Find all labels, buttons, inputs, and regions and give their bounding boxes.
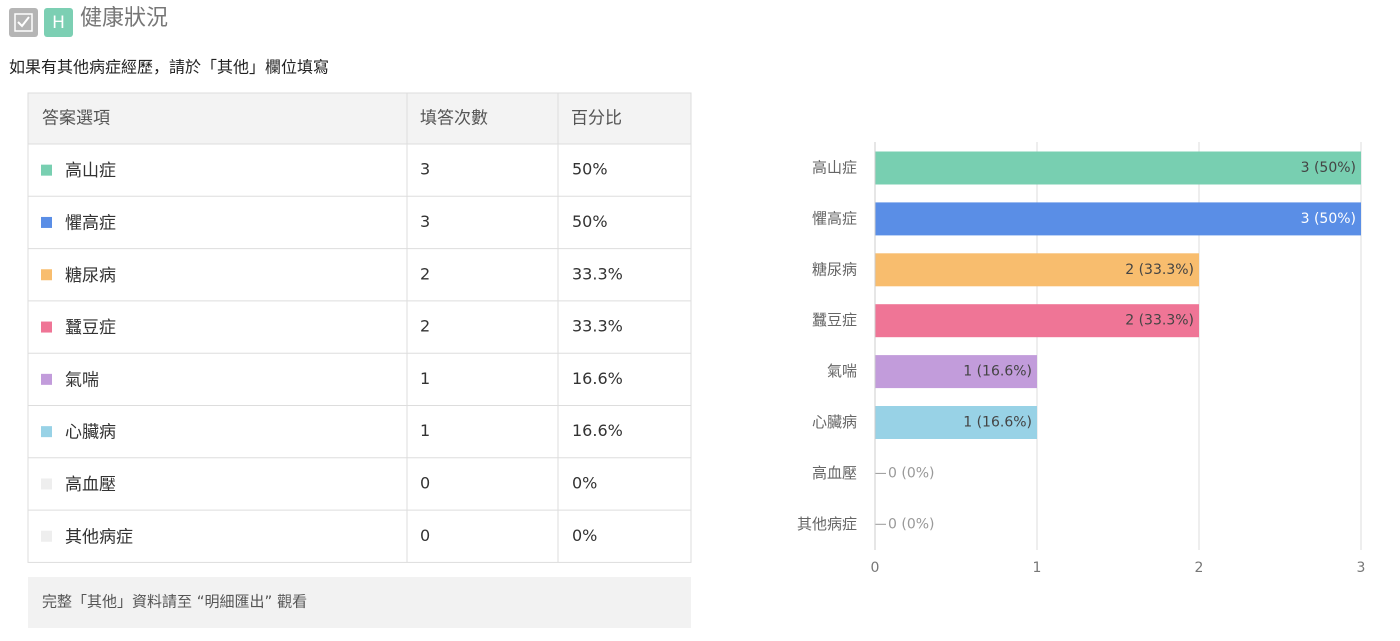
type-badge-text: H (52, 13, 65, 33)
response-count: 2 (420, 264, 430, 283)
checkbox-frame (14, 13, 33, 32)
percentage: 33.3% (572, 264, 623, 283)
question-title: 健康狀況 (80, 6, 168, 31)
response-count: 3 (420, 160, 430, 179)
y-tick-label: 高血壓 (812, 464, 857, 482)
percentage: 0% (572, 526, 597, 545)
color-swatch (41, 216, 52, 228)
response-count: 1 (420, 369, 430, 388)
table-header-bg (27, 92, 692, 145)
color-swatch (41, 530, 52, 542)
data-label: 0 (0%) (888, 516, 935, 532)
y-tick-label: 氣喘 (827, 362, 857, 380)
y-tick-label: 高山症 (812, 159, 857, 177)
data-label: 3 (50%) (1301, 211, 1356, 227)
answer-option: 高山症 (65, 161, 116, 181)
percentage: 50% (572, 212, 608, 231)
data-label: 1 (16.6%) (963, 415, 1032, 431)
response-count: 3 (420, 212, 430, 231)
answer-option: 其他病症 (65, 527, 133, 547)
y-tick-label: 懼高症 (812, 209, 857, 227)
bar (875, 151, 1361, 185)
color-swatch (41, 426, 52, 438)
question-subtitle: 如果有其他病症經歷，請於「其他」欄位填寫 (9, 58, 329, 77)
type-badge (44, 8, 73, 37)
percentage: 33.3% (572, 317, 623, 336)
response-count: 2 (420, 317, 430, 336)
response-count: 0 (420, 526, 430, 545)
footer-box (28, 577, 691, 628)
percentage: 0% (572, 473, 597, 492)
bar (875, 202, 1361, 236)
response-count: 1 (420, 421, 430, 440)
color-swatch (41, 373, 52, 385)
response-count: 0 (420, 473, 430, 492)
x-tick-label: 3 (1357, 560, 1366, 576)
check-mark (17, 16, 30, 28)
answer-option: 懼高症 (65, 212, 116, 233)
percentage: 16.6% (572, 421, 623, 440)
y-tick-label: 心臟病 (812, 413, 857, 431)
percentage: 50% (572, 160, 608, 179)
data-label: 3 (50%) (1301, 160, 1356, 176)
data-label: 2 (33.3%) (1125, 262, 1194, 278)
bar (875, 355, 1037, 389)
color-swatch (41, 321, 52, 333)
y-tick-label: 糖尿病 (812, 260, 857, 278)
answer-option: 糖尿病 (65, 266, 116, 286)
x-tick-label: 1 (1033, 560, 1042, 576)
footer-note: 完整「其他」資料請至 “明細匯出” 觀看 (42, 593, 307, 611)
bar (875, 406, 1037, 439)
answer-option: 氣喘 (65, 370, 99, 390)
bar (875, 253, 1199, 287)
data-label: 0 (0%) (888, 465, 935, 481)
y-tick-label: 其他病症 (797, 515, 857, 533)
answer-option: 心臟病 (65, 423, 116, 443)
bar-chart: 0 1 2 3 高山症 3 (50%) 懼高症 3 (50%) 糖尿病 2 (33.3%) 蠶豆症 2… (797, 142, 1365, 576)
column-header: 百分比 (571, 109, 622, 129)
color-swatch (41, 478, 52, 490)
data-label: 1 (16.6%) (963, 364, 1032, 380)
x-tick-label: 2 (1195, 560, 1204, 576)
bar (875, 304, 1199, 338)
column-header: 填答次數 (420, 109, 488, 129)
column-header: 答案選項 (42, 109, 110, 129)
color-swatch (41, 164, 52, 176)
percentage: 16.6% (572, 369, 623, 388)
answer-option: 高血壓 (65, 475, 116, 495)
y-tick-label: 蠶豆症 (812, 311, 857, 329)
x-tick-label: 0 (871, 560, 880, 576)
color-swatch (41, 269, 52, 281)
answer-option: 蠶豆症 (65, 318, 116, 338)
data-label: 2 (33.3%) (1125, 313, 1194, 329)
